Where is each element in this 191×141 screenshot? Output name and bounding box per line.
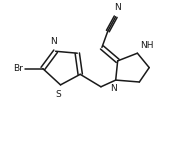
Text: N: N — [110, 84, 117, 93]
Text: S: S — [56, 90, 62, 99]
Text: N: N — [114, 3, 121, 12]
Text: Br: Br — [13, 64, 23, 73]
Text: N: N — [50, 38, 57, 47]
Text: NH: NH — [140, 41, 154, 50]
